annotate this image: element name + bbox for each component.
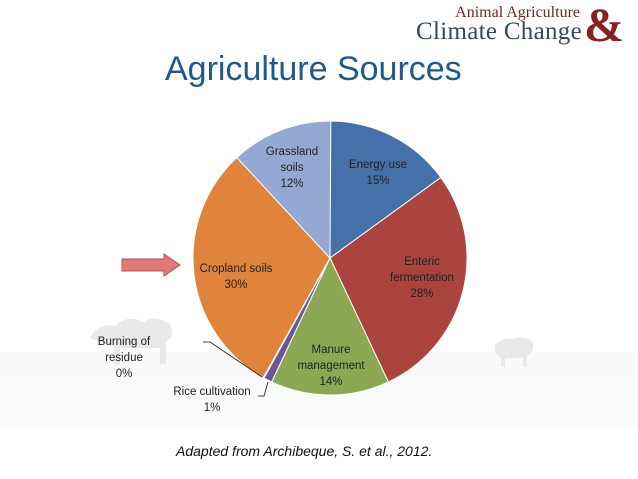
leader-line-burning-of-residue xyxy=(203,341,263,378)
pie-slice-energy-use xyxy=(329,120,442,259)
pie-slice-enteric-fermentation xyxy=(329,176,468,383)
pie-label-line: Burning of xyxy=(98,336,151,348)
pie-label-line: 0% xyxy=(116,368,133,380)
logo-ampersand: & xyxy=(584,0,624,52)
pie-label-line: management xyxy=(297,360,365,372)
pie-label-line: 14% xyxy=(319,376,342,388)
pie-label-line: Energy use xyxy=(349,159,407,171)
pie-label-rice-cultivation: Rice cultivation 1% xyxy=(173,386,250,414)
leader-lines xyxy=(203,341,269,397)
pie-label-line: Enteric xyxy=(404,256,440,268)
pie-label-line: Grassland xyxy=(266,146,318,158)
logo-line1: Animal Agriculture xyxy=(455,4,580,21)
pie-label-line: fermentation xyxy=(390,272,454,284)
pie-label-line: residue xyxy=(105,352,143,364)
pie-label-cropland-soils: Cropland soils 30% xyxy=(200,263,273,291)
slide-title: Agriculture Sources xyxy=(165,50,462,88)
pie-label-line: Rice cultivation xyxy=(173,386,250,398)
cow-silhouette-right xyxy=(494,337,534,367)
pie-label-enteric-fermentation: Enteric fermentation 28% xyxy=(390,256,454,300)
pie-label-burning-of-residue: Burning of residue 0% xyxy=(98,336,151,380)
pie-label-line: 15% xyxy=(366,175,389,187)
pie-label-manure-management: Manure management 14% xyxy=(297,344,365,388)
pie-label-line: 30% xyxy=(224,279,247,291)
arrow-pointer xyxy=(121,253,181,277)
pie-label-grassland-soils: Grassland soils 12% xyxy=(266,146,318,190)
pie-labels: Energy use 15% Enteric fermentation 28% Manur… xyxy=(98,146,454,414)
arrow-shape xyxy=(121,253,181,277)
pie-slice-grassland-soils xyxy=(236,120,332,260)
pie-label-line: Manure xyxy=(312,344,351,356)
pie-label-line: 28% xyxy=(410,288,433,300)
pie-label-energy-use: Energy use 15% xyxy=(349,159,407,187)
source-caption: Adapted from Archibeque, S. et al., 2012… xyxy=(176,443,433,459)
pie-label-line: soils xyxy=(280,162,303,174)
cow-silhouette-left xyxy=(90,318,173,364)
pie-slice-cropland-soils xyxy=(192,156,331,379)
pie-slices xyxy=(192,120,468,396)
logo-line2: Climate Change xyxy=(416,18,582,45)
pie-slice-manure-management xyxy=(271,256,389,396)
leader-line-rice-cultivation xyxy=(258,381,269,397)
pie-label-line: 1% xyxy=(204,402,221,414)
pie-label-line: 12% xyxy=(280,178,303,190)
logo: Animal Agriculture Climate Change & xyxy=(416,0,630,52)
pie-label-line: Cropland soils xyxy=(200,263,273,275)
